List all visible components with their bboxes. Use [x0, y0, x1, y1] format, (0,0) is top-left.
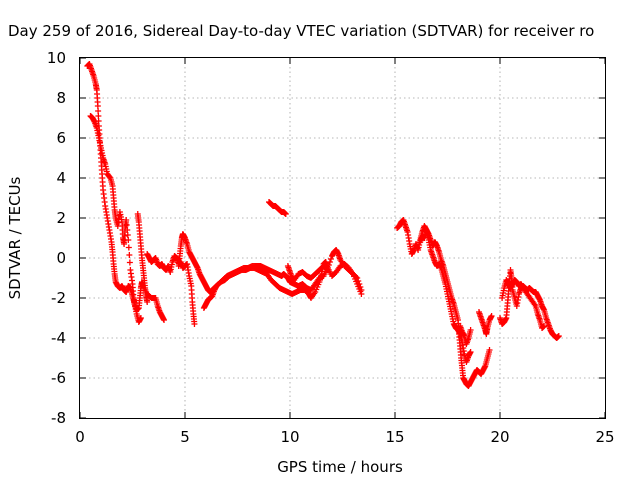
data-point: [555, 333, 562, 339]
x-tick-label: 15: [385, 428, 404, 446]
data-point-fill: [357, 284, 364, 290]
data-point-fill: [126, 259, 133, 266]
data-point: [358, 287, 365, 293]
data-point: [488, 313, 495, 319]
x-tick-label: 20: [490, 428, 509, 446]
data-point-fill: [323, 266, 330, 272]
y-tick-label: 8: [56, 89, 66, 107]
x-axis-label: GPS time / hours: [277, 458, 403, 476]
axis-ticks: [79, 57, 606, 419]
data-point-fill: [125, 244, 132, 251]
data-point-fill: [353, 274, 360, 280]
x-tick-label: 25: [595, 428, 614, 446]
data-point-fill: [126, 252, 133, 258]
data-point-fill: [106, 174, 113, 180]
data-point: [161, 317, 167, 323]
plot-frame: [79, 57, 606, 419]
y-tick-label: -6: [51, 369, 66, 387]
data-point: [282, 211, 289, 217]
data-point: [144, 299, 151, 305]
data-point: [137, 315, 144, 321]
y-tick-label: -2: [51, 289, 66, 307]
x-tick-label: 10: [280, 428, 299, 446]
data-point-fill: [327, 256, 334, 262]
data-points: [84, 61, 562, 389]
x-tick-label: 5: [180, 428, 190, 446]
y-tick-label: -4: [51, 329, 66, 347]
data-point: [324, 267, 331, 273]
y-tick-label: 2: [56, 209, 66, 227]
y-tick-labels: -8 -6 -4 -2 0 2 4 6 8 10: [47, 49, 66, 427]
y-axis-label: SDTVAR / TECUs: [6, 176, 24, 299]
data-point: [354, 275, 361, 281]
chart-title: Day 259 of 2016, Sidereal Day-to-day VTE…: [8, 22, 594, 40]
y-tick-label: 0: [56, 249, 66, 267]
x-tick-label: 0: [75, 428, 85, 446]
y-tick-label: 10: [47, 49, 66, 67]
y-tick-label: -8: [51, 409, 66, 427]
data-point: [125, 237, 132, 243]
data-point: [191, 321, 198, 327]
data-point: [467, 327, 474, 333]
data-point-fill: [355, 278, 362, 284]
data-point-fill: [356, 281, 363, 287]
data-point: [541, 323, 548, 329]
x-tick-labels: 0 5 10 15 20 25: [75, 428, 614, 446]
y-tick-label: 4: [56, 169, 66, 187]
y-tick-label: 6: [56, 129, 66, 147]
data-point: [467, 349, 474, 355]
data-point: [486, 347, 493, 353]
